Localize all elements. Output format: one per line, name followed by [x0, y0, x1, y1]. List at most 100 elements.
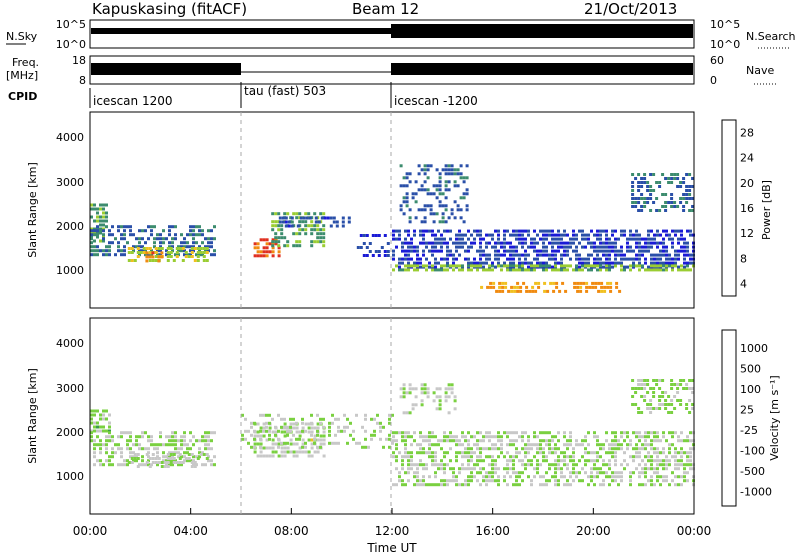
power-cell-333 — [271, 240, 275, 244]
power-cell-956 — [614, 249, 617, 253]
velocity-cell-1140 — [626, 443, 629, 447]
power-cell-1213 — [566, 264, 569, 268]
power-cell-472 — [377, 234, 381, 237]
velocity-cell-190 — [186, 459, 189, 463]
power-cell-974 — [623, 257, 626, 261]
power-cell-756 — [527, 253, 530, 257]
velocity-cell-772 — [479, 439, 482, 443]
power-cell-584 — [443, 237, 446, 241]
power-cell-1072 — [668, 233, 671, 237]
power-cell-1007 — [638, 257, 641, 261]
power-cell-334 — [271, 244, 275, 248]
power-cell-197 — [198, 225, 201, 229]
velocity-cell-291 — [256, 430, 260, 434]
power-cell-989 — [632, 237, 635, 241]
velocity-cell-925 — [539, 439, 542, 443]
velocity-cell-626 — [422, 463, 425, 467]
power-cell-575 — [437, 261, 440, 265]
velocity-cell-1212 — [653, 447, 656, 451]
power-cell-668 — [488, 233, 491, 237]
velocity-cell-1157 — [635, 443, 638, 447]
power-cell-255 — [166, 259, 170, 262]
power-cell-1393 — [462, 192, 466, 196]
power-cell-699 — [503, 245, 506, 249]
velocity-cell-1268 — [674, 455, 677, 459]
velocity-cell-276 — [193, 461, 197, 464]
power-cell-1152 — [446, 264, 449, 268]
power-cell-13 — [96, 211, 99, 215]
power-cell-1505 — [640, 209, 644, 212]
power-cell-787 — [542, 241, 545, 245]
power-cell-63 — [102, 249, 105, 253]
power-cell-1069 — [665, 257, 668, 261]
power-cell-551 — [428, 229, 431, 233]
velocity-cell-942 — [545, 443, 548, 447]
velocity-cell-927 — [539, 447, 542, 451]
velocity-cell-1065 — [596, 451, 599, 455]
power-cell-1342 — [438, 188, 442, 192]
velocity-cell-1035 — [584, 435, 587, 439]
power-cell-1267 — [680, 268, 683, 272]
power-cell-753 — [527, 229, 530, 233]
power-cell-288 — [145, 255, 149, 259]
velocity-cell-525 — [370, 437, 373, 441]
power-cell-440 — [314, 216, 318, 220]
velocity-cell-1269 — [674, 459, 677, 463]
velocity-cell-262 — [172, 453, 176, 456]
power-cell-1060 — [662, 245, 665, 249]
velocity-cell-855 — [509, 467, 512, 471]
velocity-cell-1009 — [569, 459, 572, 463]
power-cell-862 — [575, 245, 578, 249]
velocity-cell-1203 — [650, 459, 653, 463]
power-cell-545 — [422, 253, 425, 257]
power-cell-200 — [198, 245, 201, 249]
power-cell-922 — [602, 245, 605, 249]
velocity-cell-1421 — [658, 403, 662, 406]
velocity-cell-705 — [455, 439, 458, 443]
velocity-cell-11 — [96, 421, 99, 425]
velocity-cell-885 — [521, 459, 524, 463]
power-cell-1451 — [576, 285, 580, 289]
power-cell-692 — [500, 241, 503, 245]
velocity-cell-869 — [515, 451, 518, 455]
power-cell-1321 — [426, 188, 430, 192]
power-cell-118 — [144, 241, 147, 245]
velocity-cell-129 — [153, 447, 156, 451]
power-cell-1507 — [643, 177, 647, 180]
power-echo-cells — [90, 164, 695, 293]
velocity-cell-329 — [280, 430, 284, 434]
power-cell-1225 — [590, 264, 593, 268]
velocity-cell-78 — [120, 455, 123, 459]
velocity-cell-1173 — [641, 443, 644, 447]
velocity-cell-616 — [419, 447, 422, 451]
power-cell-903 — [596, 229, 599, 233]
velocity-cell-524 — [370, 433, 373, 437]
velocity-cell-815 — [494, 443, 497, 447]
power-cell-675 — [491, 245, 494, 249]
velocity-cell-1106 — [611, 479, 614, 483]
power-cell-1035 — [653, 233, 656, 237]
velocity-cell-55 — [105, 459, 108, 463]
power-cell-1129 — [395, 264, 398, 268]
velocity-cell-1325 — [402, 383, 406, 387]
velocity-cell-775 — [479, 455, 482, 459]
power-cell-456 — [347, 220, 351, 224]
velocity-cell-658 — [434, 459, 437, 463]
power-cell-88 — [120, 249, 123, 253]
power-cell-560 — [431, 249, 434, 253]
power-cell-768 — [533, 249, 536, 253]
velocity-cell-726 — [461, 483, 464, 487]
power-cell-805 — [548, 257, 551, 261]
x-tick-label-0: 00:00 — [73, 524, 108, 538]
velocity-cell-1440 — [673, 383, 677, 386]
velocity-cell-173 — [177, 463, 180, 467]
power-cell-558 — [431, 241, 434, 245]
velocity-cell-1276 — [677, 451, 680, 455]
velocity-cell-1013 — [572, 447, 575, 451]
velocity-cell-1094 — [608, 463, 611, 467]
power-cell-187 — [192, 229, 195, 233]
velocity-cell-181 — [183, 435, 186, 439]
power-cell-1403 — [486, 285, 490, 289]
velocity-cell-659 — [434, 463, 437, 467]
velocity-cell-713 — [458, 439, 461, 443]
